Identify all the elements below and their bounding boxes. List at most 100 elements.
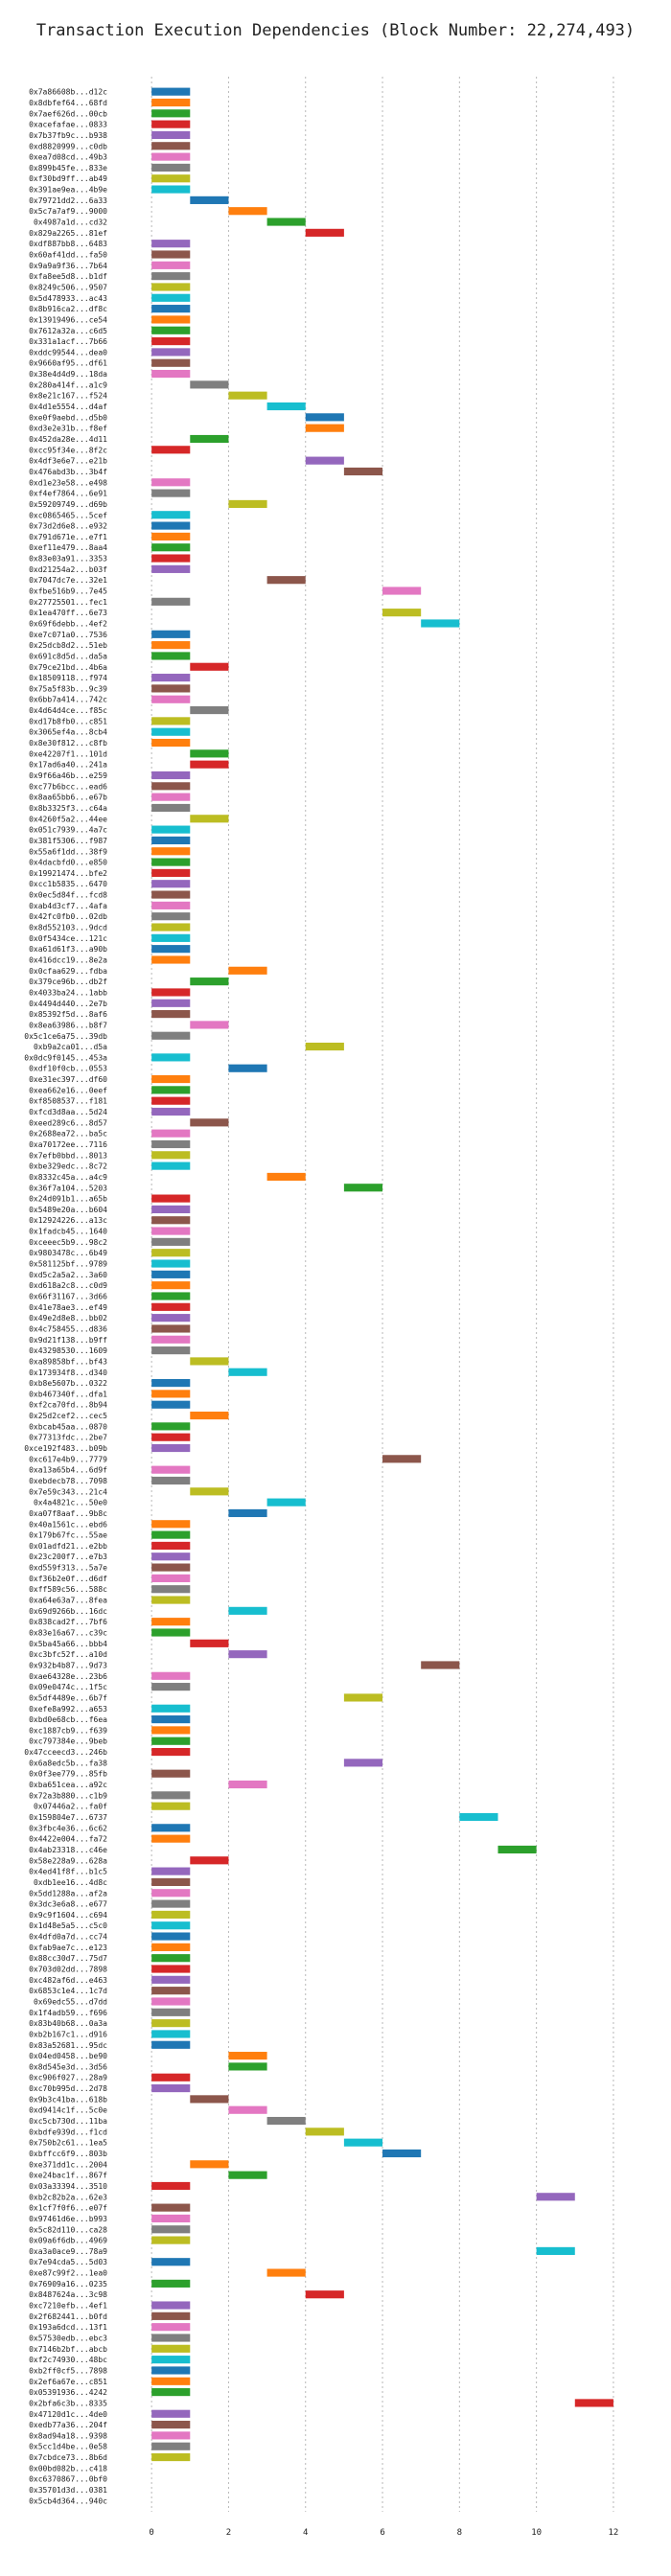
transaction-label: 0x8b3325f3...c64a — [29, 804, 107, 813]
transaction-label: 0xc7210efb...4ef1 — [29, 2302, 107, 2311]
execution-bar — [228, 1368, 267, 1376]
execution-bar — [151, 1324, 191, 1333]
transaction-label: 0x7cbdce73...8b6d — [29, 2453, 107, 2462]
execution-bar — [151, 2258, 191, 2266]
execution-bar — [190, 2095, 229, 2104]
transaction-label: 0x331a1acf...7b66 — [29, 337, 107, 346]
execution-bar — [151, 1281, 191, 1290]
execution-bar — [266, 1498, 306, 1506]
execution-bar — [266, 2116, 306, 2126]
x-tick-label: 10 — [531, 2528, 542, 2538]
transaction-label: 0xe24bac1f...867f — [29, 2172, 107, 2180]
execution-bar — [151, 185, 191, 194]
execution-bar — [151, 1704, 191, 1713]
transaction-label: 0x051c7939...4a7c — [29, 826, 107, 835]
execution-bar — [151, 2344, 191, 2353]
execution-bar — [151, 955, 191, 964]
execution-bar — [228, 499, 267, 509]
transaction-label: 0x00bd082b...c418 — [29, 2464, 107, 2472]
transaction-label: 0x03a33394...3510 — [29, 2182, 107, 2191]
transaction-label: 0xa13a65b4...6d9f — [29, 1466, 107, 1475]
execution-bar — [305, 413, 344, 422]
transaction-label: 0x9f66a46b...e259 — [29, 771, 107, 780]
execution-bar — [151, 2334, 191, 2342]
transaction-label: 0x5dd1288a...af2a — [29, 1889, 107, 1898]
execution-bar — [266, 402, 306, 411]
execution-bar — [151, 1139, 191, 1149]
execution-bar — [151, 283, 191, 291]
transaction-label: 0x77313fdc...2be7 — [29, 1434, 107, 1442]
execution-bar — [151, 695, 191, 703]
transaction-label: 0x6853c1e4...1c7d — [29, 1987, 107, 1995]
execution-bar — [151, 858, 191, 866]
transaction-label: 0xfab9ae7c...e123 — [29, 1944, 107, 1952]
transaction-label: 0x0f3ee779...85fb — [29, 1770, 107, 1779]
transaction-label: 0x0cfaa629...fdba — [29, 967, 107, 976]
execution-bar — [151, 803, 191, 813]
execution-bar — [151, 369, 191, 379]
execution-bar — [151, 1899, 191, 1908]
execution-bar — [151, 2312, 191, 2320]
transaction-label: 0xa3a0ace9...78a9 — [29, 2247, 107, 2256]
x-tick-label: 2 — [226, 2528, 231, 2538]
execution-bar — [421, 1661, 460, 1669]
execution-bar — [305, 2290, 344, 2299]
transaction-label: 0xcc1b5835...6470 — [29, 880, 107, 888]
execution-bar — [190, 749, 229, 758]
transaction-label: 0xc617e4b9...7779 — [29, 1455, 107, 1463]
execution-bar — [151, 738, 191, 748]
transaction-label: 0x76909a16...0235 — [29, 2280, 107, 2288]
execution-bar — [151, 1671, 191, 1680]
execution-bar — [151, 1074, 191, 1084]
execution-bar — [151, 1443, 191, 1453]
transaction-label: 0x1cf7f0f6...e07f — [29, 2204, 107, 2213]
execution-bar — [151, 2073, 191, 2082]
transaction-label: 0xe87c99f2...1ea0 — [29, 2269, 107, 2278]
execution-bar — [151, 770, 191, 780]
transaction-label: 0x85392f5d...8af6 — [29, 1010, 107, 1019]
transaction-label: 0x5489e20a...b604 — [29, 1206, 107, 1214]
transaction-label: 0x17ad6a40...241a — [29, 761, 107, 770]
transaction-label: 0xbdfe939d...f1cd — [29, 2128, 107, 2136]
x-tick-label: 12 — [609, 2528, 619, 2538]
transaction-label: 0x04ed0458...be90 — [29, 2052, 107, 2060]
execution-bar — [151, 1574, 191, 1582]
transaction-label: 0x7efb0bbd...8013 — [29, 1151, 107, 1160]
execution-bar — [228, 1064, 267, 1072]
execution-bar — [536, 2193, 575, 2201]
transaction-label: 0x38e4d4d9...18da — [29, 370, 107, 379]
transaction-label: 0xd5c2a5a2...3a60 — [29, 1271, 107, 1279]
transaction-label: 0x280a414f...a1c9 — [29, 380, 107, 389]
execution-bar — [151, 923, 191, 932]
transaction-label: 0x4033ba24...1abb — [29, 988, 107, 997]
execution-bar — [151, 109, 191, 118]
execution-bar — [151, 315, 191, 324]
transaction-label: 0x159804e7...6737 — [29, 1813, 107, 1822]
transaction-label: 0xe7c071a0...7536 — [29, 631, 107, 639]
transaction-label: 0x5df4489e...6b7f — [29, 1693, 107, 1702]
transaction-label: 0xc1887cb9...f639 — [29, 1726, 107, 1735]
execution-bar — [151, 2356, 191, 2364]
execution-bar — [190, 380, 229, 389]
x-tick-label: 4 — [303, 2528, 308, 2538]
execution-bar — [151, 1910, 191, 1919]
transaction-label: 0xea662e16...0eef — [29, 1086, 107, 1094]
execution-bar — [151, 901, 191, 909]
transaction-label: 0xd8820999...c0db — [29, 142, 107, 150]
execution-bar — [151, 163, 191, 172]
transaction-label: 0x49e2d8e8...bb02 — [29, 1314, 107, 1322]
transaction-label: 0xef11e479...8aa4 — [29, 543, 107, 552]
execution-bar — [151, 2030, 191, 2038]
transaction-label: 0x8487624a...3c98 — [29, 2290, 107, 2299]
execution-bar — [151, 1259, 191, 1268]
transaction-label: 0xd17b8fb0...c851 — [29, 717, 107, 725]
transaction-label: 0x35701d3d...0381 — [29, 2486, 107, 2495]
execution-bar — [228, 966, 267, 975]
transaction-label: 0x6bb7a414...742c — [29, 696, 107, 704]
execution-bar — [151, 890, 191, 899]
execution-bar — [151, 945, 191, 954]
transaction-label: 0x4ed41f8f...b1c5 — [29, 1868, 107, 1876]
execution-bar — [151, 988, 191, 997]
execution-bar — [151, 782, 191, 791]
transaction-label: 0xb2b167c1...d916 — [29, 2030, 107, 2038]
